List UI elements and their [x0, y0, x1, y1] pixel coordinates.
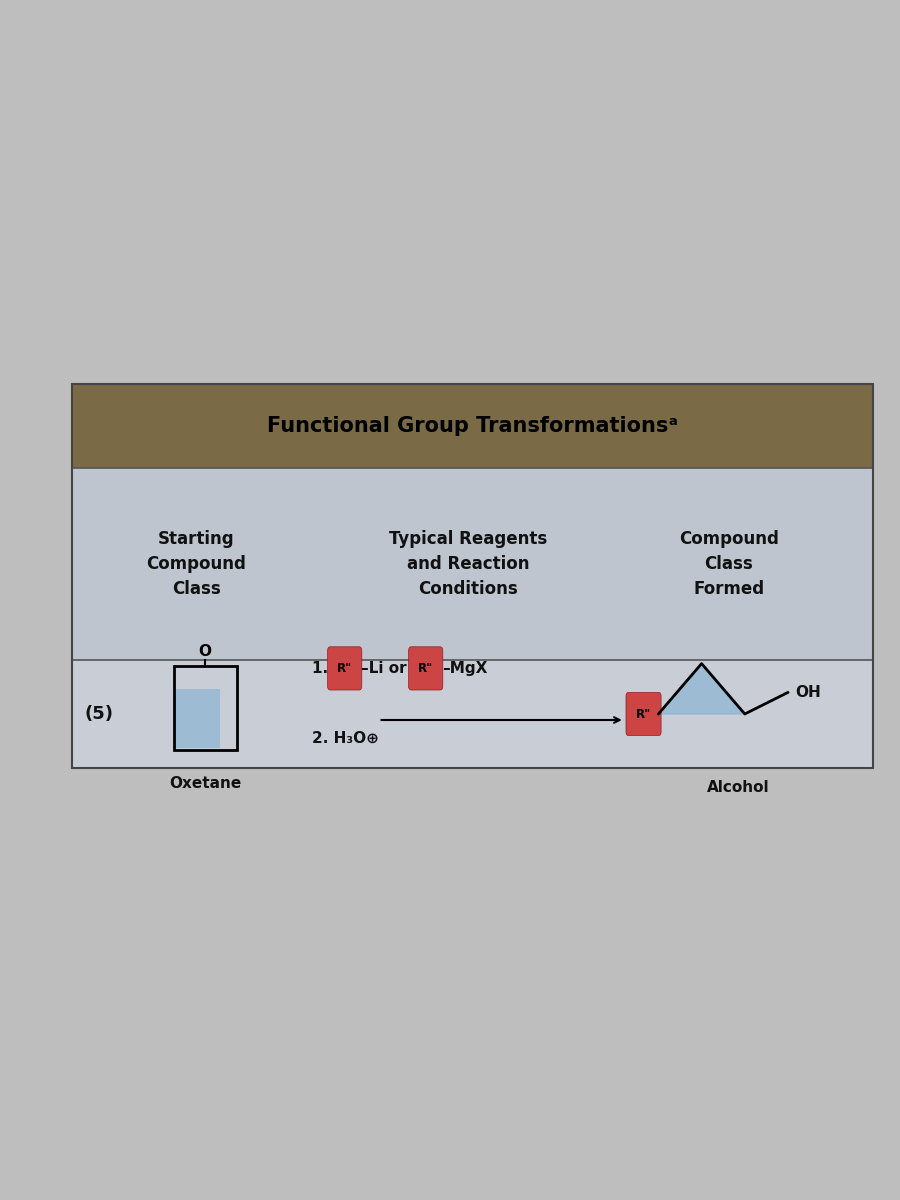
Bar	[174, 666, 237, 750]
Text: OH: OH	[796, 685, 821, 700]
Text: O: O	[199, 643, 212, 659]
FancyBboxPatch shape	[626, 692, 662, 736]
Bar	[176, 689, 220, 748]
Text: (5): (5)	[85, 704, 113, 722]
Text: Typical Reagents
and Reaction
Conditions: Typical Reagents and Reaction Conditions	[390, 530, 547, 598]
Text: –Li or: –Li or	[361, 661, 412, 676]
Text: Functional Group Transformationsᵃ: Functional Group Transformationsᵃ	[267, 416, 678, 436]
Text: Oxetane: Oxetane	[169, 776, 241, 792]
Bar	[72, 468, 873, 660]
Text: R": R"	[636, 708, 652, 720]
Text: Alcohol: Alcohol	[706, 780, 770, 794]
FancyBboxPatch shape	[328, 647, 362, 690]
Text: Compound
Class
Formed: Compound Class Formed	[679, 530, 778, 598]
Text: 2. H₃O⊕: 2. H₃O⊕	[312, 731, 379, 745]
Text: R": R"	[418, 662, 433, 674]
Text: Starting
Compound
Class: Starting Compound Class	[146, 530, 246, 598]
FancyBboxPatch shape	[409, 647, 443, 690]
Polygon shape	[659, 664, 745, 714]
Bar	[72, 660, 873, 768]
Text: R": R"	[338, 662, 352, 674]
Text: 1.: 1.	[312, 661, 334, 676]
Text: –MgX: –MgX	[442, 661, 487, 676]
Bar	[72, 384, 873, 768]
Bar	[72, 384, 873, 468]
